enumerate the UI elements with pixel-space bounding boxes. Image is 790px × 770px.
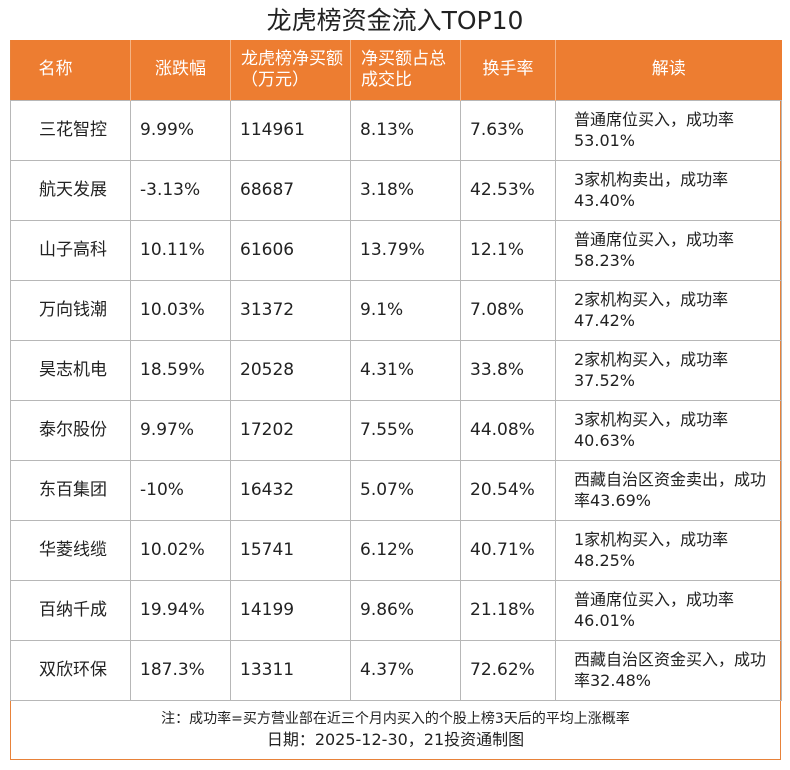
change-pct-cell: -10% — [130, 459, 231, 521]
stock-name-cell: 三花智控 — [10, 99, 131, 161]
net-buy-cell: 13311 — [230, 639, 351, 701]
turnover-rate-cell: 72.62% — [460, 639, 556, 701]
net-buy-cell: 61606 — [230, 219, 351, 281]
change-pct-cell: 10.11% — [130, 219, 231, 281]
footnote: 注：成功率=买方营业部在近三个月内买入的个股上榜3天后的平均上涨概率 — [161, 711, 630, 727]
stock-name-cell: 华菱线缆 — [10, 519, 131, 581]
change-pct-cell: 18.59% — [130, 339, 231, 401]
change-pct-cell: 187.3% — [130, 639, 231, 701]
table-row: 三花智控 9.99% 114961 8.13% 7.63% 普通席位买入，成功率53.01… — [10, 99, 782, 161]
table-row: 山子高科 10.11% 61606 13.79% 12.1% 普通席位买入，成功率58.2… — [10, 219, 782, 281]
turnover-rate-cell: 42.53% — [460, 159, 556, 221]
comment-cell: 普通席位买入，成功率58.23% — [555, 219, 782, 281]
stock-name-cell: 航天发展 — [10, 159, 131, 221]
change-pct-cell: 9.97% — [130, 399, 231, 461]
comment-cell: 西藏自治区资金买入，成功率32.48% — [555, 639, 782, 701]
table-row: 昊志机电 18.59% 20528 4.31% 33.8% 2家机构买入，成功率37.52… — [10, 339, 782, 401]
table-row: 万向钱潮 10.03% 31372 9.1% 7.08% 2家机构买入，成功率47.42% — [10, 279, 782, 341]
change-pct-cell: 10.02% — [130, 519, 231, 581]
change-pct-cell: -3.13% — [130, 159, 231, 221]
header-turnover: 换手率 — [460, 40, 556, 100]
comment-cell: 普通席位买入，成功率46.01% — [555, 579, 782, 641]
stock-name-cell: 东百集团 — [10, 459, 131, 521]
page-title: 龙虎榜资金流入TOP10 — [266, 6, 524, 35]
net-buy-cell: 17202 — [230, 399, 351, 461]
header-name: 名称 — [10, 40, 131, 100]
change-pct-cell: 19.94% — [130, 579, 231, 641]
comment-cell: 普通席位买入，成功率53.01% — [555, 99, 782, 161]
net-buy-ratio-cell: 4.31% — [350, 339, 461, 401]
turnover-rate-cell: 21.18% — [460, 579, 556, 641]
turnover-rate-cell: 20.54% — [460, 459, 556, 521]
header-net-buy: 龙虎榜净买额（万元） — [230, 40, 351, 100]
change-pct-cell: 10.03% — [130, 279, 231, 341]
comment-cell: 2家机构买入，成功率37.52% — [555, 339, 782, 401]
net-buy-cell: 20528 — [230, 339, 351, 401]
comment-cell: 西藏自治区资金卖出，成功率43.69% — [555, 459, 782, 521]
table-row: 双欣环保 187.3% 13311 4.37% 72.62% 西藏自治区资金买入，成功率3… — [10, 639, 782, 701]
net-buy-ratio-cell: 13.79% — [350, 219, 461, 281]
stock-name-cell: 百纳千成 — [10, 579, 131, 641]
header-net-ratio: 净买额占总成交比 — [350, 40, 461, 100]
table-row: 泰尔股份 9.97% 17202 7.55% 44.08% 3家机构买入，成功率40.63… — [10, 399, 782, 461]
turnover-rate-cell: 33.8% — [460, 339, 556, 401]
turnover-rate-cell: 7.08% — [460, 279, 556, 341]
footer: 注：成功率=买方营业部在近三个月内买入的个股上榜3天后的平均上涨概率 日期：20… — [10, 702, 781, 751]
table-header: 名称 涨跌幅 龙虎榜净买额（万元） 净买额占总成交比 换手率 解读 — [10, 40, 782, 100]
net-buy-ratio-cell: 3.18% — [350, 159, 461, 221]
turnover-rate-cell: 12.1% — [460, 219, 556, 281]
net-buy-cell: 31372 — [230, 279, 351, 341]
stock-name-cell: 双欣环保 — [10, 639, 131, 701]
turnover-rate-cell: 44.08% — [460, 399, 556, 461]
stock-name-cell: 泰尔股份 — [10, 399, 131, 461]
net-buy-ratio-cell: 7.55% — [350, 399, 461, 461]
stock-name-cell: 山子高科 — [10, 219, 131, 281]
net-buy-ratio-cell: 5.07% — [350, 459, 461, 521]
net-buy-ratio-cell: 9.86% — [350, 579, 461, 641]
table-row: 华菱线缆 10.02% 15741 6.12% 40.71% 1家机构买入，成功率48.2… — [10, 519, 782, 581]
net-buy-cell: 68687 — [230, 159, 351, 221]
comment-cell: 2家机构买入，成功率47.42% — [555, 279, 782, 341]
net-buy-cell: 15741 — [230, 519, 351, 581]
date-line: 日期：2025-12-30，21投资通制图 — [266, 730, 525, 749]
table-body: 三花智控 9.99% 114961 8.13% 7.63% 普通席位买入，成功率53.01… — [10, 99, 782, 701]
header-comment: 解读 — [555, 40, 782, 100]
net-buy-ratio-cell: 8.13% — [350, 99, 461, 161]
header-change: 涨跌幅 — [130, 40, 231, 100]
net-buy-ratio-cell: 9.1% — [350, 279, 461, 341]
net-buy-cell: 114961 — [230, 99, 351, 161]
stock-name-cell: 昊志机电 — [10, 339, 131, 401]
net-buy-ratio-cell: 6.12% — [350, 519, 461, 581]
net-buy-cell: 16432 — [230, 459, 351, 521]
net-buy-cell: 14199 — [230, 579, 351, 641]
table-row: 航天发展 -3.13% 68687 3.18% 42.53% 3家机构卖出，成功率43.4… — [10, 159, 782, 221]
dragon-tiger-table: 名称 涨跌幅 龙虎榜净买额（万元） 净买额占总成交比 换手率 解读 三花智控 9.… — [10, 40, 782, 701]
change-pct-cell: 9.99% — [130, 99, 231, 161]
stock-name-cell: 万向钱潮 — [10, 279, 131, 341]
table-row: 百纳千成 19.94% 14199 9.86% 21.18% 普通席位买入，成功率46.0… — [10, 579, 782, 641]
comment-cell: 1家机构买入，成功率48.25% — [555, 519, 782, 581]
net-buy-ratio-cell: 4.37% — [350, 639, 461, 701]
table-row: 东百集团 -10% 16432 5.07% 20.54% 西藏自治区资金卖出，成功率43.… — [10, 459, 782, 521]
comment-cell: 3家机构卖出，成功率43.40% — [555, 159, 782, 221]
comment-cell: 3家机构买入，成功率40.63% — [555, 399, 782, 461]
turnover-rate-cell: 7.63% — [460, 99, 556, 161]
turnover-rate-cell: 40.71% — [460, 519, 556, 581]
